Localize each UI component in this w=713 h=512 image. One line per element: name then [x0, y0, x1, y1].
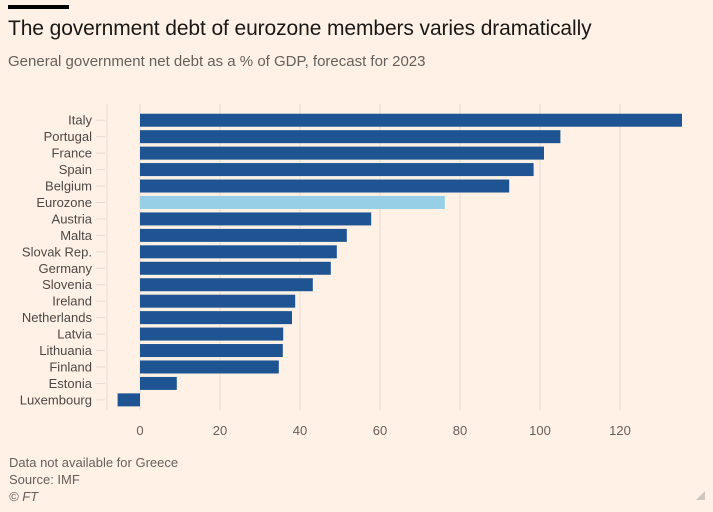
x-tick-label: 120 — [609, 423, 631, 438]
x-tick-label: 100 — [529, 423, 551, 438]
bar-portugal — [140, 130, 561, 144]
y-tick-label: Eurozone — [36, 195, 92, 210]
bar-germany — [140, 261, 331, 275]
bar-austria — [140, 212, 372, 226]
bar-netherlands — [140, 311, 292, 325]
bars — [117, 113, 682, 407]
chart-title: The government debt of eurozone members … — [8, 17, 592, 40]
y-tick-label: Luxembourg — [20, 392, 92, 407]
x-tick-label: 0 — [136, 423, 143, 438]
x-tick-label: 80 — [453, 423, 467, 438]
bar-france — [140, 146, 544, 160]
bar-spain — [140, 163, 534, 177]
y-tick-label: Italy — [68, 113, 92, 128]
copyright: © FT — [9, 489, 39, 504]
bar-ireland — [140, 294, 296, 308]
y-tick-label: Germany — [39, 261, 93, 276]
y-tick-label: Estonia — [49, 376, 93, 391]
y-tick-label: France — [52, 146, 92, 161]
y-tick-label: Portugal — [44, 129, 93, 144]
x-tick-label: 20 — [213, 423, 227, 438]
x-axis: 0 20 40 60 80 100 120 — [136, 423, 630, 438]
bar-slovak-rep — [140, 245, 337, 259]
brand-bar — [8, 5, 69, 9]
y-tick-label: Ireland — [52, 294, 92, 309]
y-tick-label: Slovenia — [42, 277, 93, 292]
resize-handle-icon[interactable] — [696, 491, 705, 500]
chart-subtitle: General government net debt as a % of GD… — [8, 53, 426, 70]
source-note: Source: IMF — [9, 472, 80, 487]
y-tick-label: Finland — [49, 359, 92, 374]
y-tick-label: Latvia — [57, 327, 92, 342]
bar-latvia — [140, 327, 284, 341]
y-tick-label: Netherlands — [22, 310, 93, 325]
bar-belgium — [140, 179, 510, 193]
bar-luxembourg — [117, 393, 140, 407]
y-tick-label: Belgium — [45, 179, 92, 194]
bar-malta — [140, 228, 347, 242]
y-tick-label: Slovak Rep. — [22, 244, 92, 259]
y-tick-label: Austria — [52, 211, 93, 226]
y-tick-label: Spain — [59, 162, 92, 177]
bar-finland — [140, 360, 279, 374]
bar-slovenia — [140, 278, 313, 292]
bar-eurozone — [140, 195, 445, 209]
bar-lithuania — [140, 344, 283, 358]
footnote: Data not available for Greece — [9, 455, 179, 470]
x-tick-label: 60 — [373, 423, 387, 438]
y-tick-label: Lithuania — [39, 343, 93, 358]
x-tick-label: 40 — [293, 423, 307, 438]
bar-italy — [140, 113, 682, 127]
y-tick-label: Malta — [60, 228, 93, 243]
bar-estonia — [140, 376, 177, 390]
